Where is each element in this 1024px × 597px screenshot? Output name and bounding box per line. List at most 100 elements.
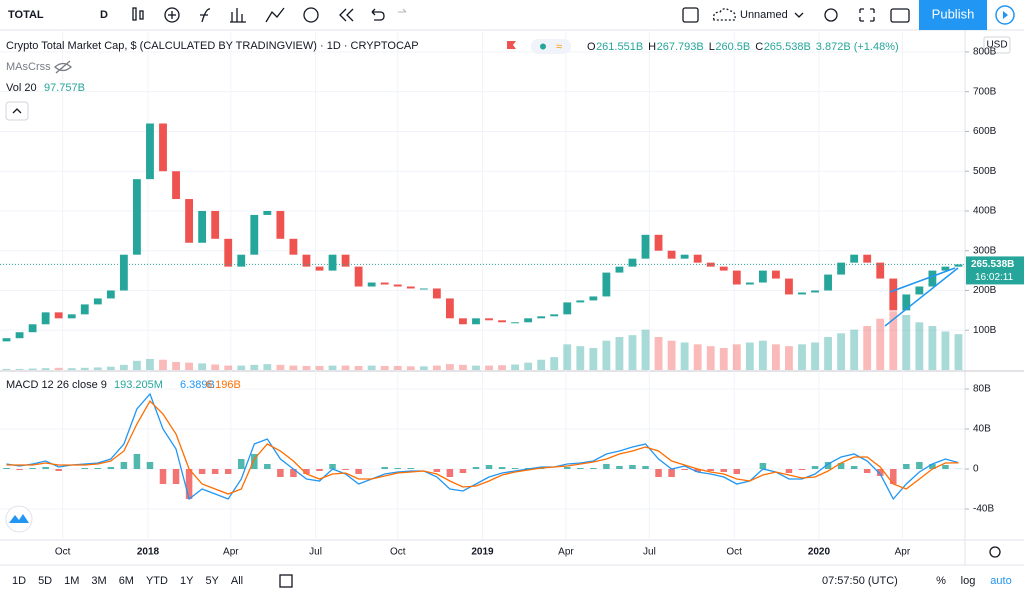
range-button[interactable]: All (231, 575, 243, 587)
snapshot-icon[interactable] (890, 8, 910, 23)
x-tick-label: 2018 (137, 547, 160, 558)
histogram-bar (42, 467, 49, 469)
histogram-bar (237, 459, 245, 469)
indicator-name[interactable]: MAsCrss (6, 61, 51, 73)
volume-bar (654, 337, 663, 370)
trend-line[interactable] (889, 267, 956, 293)
hidden-icon[interactable] (54, 60, 72, 74)
volume-bar (41, 368, 50, 370)
volume-bar (693, 344, 702, 370)
volume-bar (902, 315, 911, 370)
logo-button[interactable] (5, 505, 33, 533)
candle (367, 282, 376, 287)
volume-bar (54, 367, 63, 370)
volume-bar (732, 344, 741, 370)
candle (537, 316, 546, 319)
histogram-bar (394, 468, 401, 469)
currency-box[interactable] (983, 36, 1011, 54)
currency: USD (986, 40, 1007, 51)
volume-bar (276, 364, 285, 370)
range-selector: 1D 5D 1M 3M 6M YTD 1Y 5Y All (12, 575, 243, 587)
candle (106, 290, 115, 299)
candle (485, 318, 493, 321)
range-button[interactable]: 5D (38, 575, 52, 587)
y-tick-label: 80B (973, 384, 991, 395)
volume-bar (824, 337, 832, 370)
candle (758, 270, 767, 283)
candle (550, 314, 559, 317)
histogram-bar (342, 469, 349, 470)
histogram-bar (277, 469, 284, 477)
flag-icon[interactable] (507, 41, 516, 49)
candle (172, 171, 180, 200)
candle (54, 312, 63, 319)
publish-label[interactable]: Publish (932, 6, 975, 21)
range-button[interactable]: YTD (146, 575, 168, 587)
play-button[interactable] (995, 5, 1015, 25)
range-button[interactable]: 1Y (180, 575, 194, 587)
histogram-bar (733, 469, 741, 474)
histogram-bar (159, 469, 167, 484)
toolbar (0, 0, 1024, 30)
collapse-button[interactable] (5, 101, 29, 121)
volume-bar (837, 333, 846, 370)
candle (459, 318, 467, 325)
symbol[interactable]: TOTAL (8, 9, 44, 21)
candle (563, 302, 572, 315)
volume-bar (67, 368, 76, 370)
clock: 07:57:50 (UTC) (822, 575, 898, 587)
dropdown[interactable] (794, 12, 804, 18)
volume-bar (537, 359, 546, 370)
auto-toggle[interactable]: auto (990, 575, 1011, 587)
candle (837, 262, 846, 275)
x-tick-label: Apr (223, 547, 239, 558)
log-toggle[interactable]: log (961, 575, 976, 587)
toolbar-icons[interactable] (132, 7, 385, 23)
range-button[interactable]: 3M (91, 575, 106, 587)
macd-signal-value: 6.196B (206, 379, 241, 391)
play-icon (1003, 11, 1008, 19)
macd-histogram-value: 193.205M (114, 379, 163, 391)
volume-bar (798, 344, 806, 370)
candle (15, 332, 24, 339)
histogram-bar (798, 469, 806, 470)
ohlc-value: 265.538B (764, 41, 811, 53)
histogram-bar (81, 468, 89, 469)
histogram-bar (120, 462, 128, 469)
publish-button[interactable] (919, 0, 987, 30)
axis-settings[interactable] (989, 546, 1001, 558)
volume-bar (185, 362, 193, 370)
range-button[interactable]: 6M (119, 575, 134, 587)
volume-bar (928, 326, 937, 370)
volume-bar (667, 340, 676, 370)
volume-bar (328, 365, 337, 370)
ohlc-key: O (587, 41, 596, 53)
redo-icon[interactable] (398, 8, 407, 13)
candle (667, 250, 676, 259)
candle (237, 254, 246, 267)
candle (811, 290, 819, 293)
last-price-label: 265.538B (971, 259, 1014, 270)
range-button[interactable]: 1M (64, 575, 79, 587)
volume-bar (589, 348, 598, 370)
layout-icon[interactable] (682, 7, 699, 23)
histogram-bar (785, 469, 793, 473)
trend-line[interactable] (884, 267, 959, 327)
histogram-bar (407, 468, 415, 469)
date-range-icon[interactable] (279, 574, 293, 588)
percent-toggle[interactable]: % (936, 575, 946, 587)
volume-bar (915, 322, 924, 370)
fullscreen-icon[interactable] (859, 8, 875, 22)
histogram-bar (107, 467, 115, 469)
histogram-bar (29, 468, 36, 469)
range-button[interactable]: 5Y (205, 575, 219, 587)
interval[interactable]: D (100, 9, 108, 21)
volume-bar (80, 367, 89, 370)
volume-bar (263, 364, 272, 370)
histogram-bar (694, 469, 701, 472)
settings-icon[interactable] (824, 8, 838, 22)
range-button[interactable]: 1D (12, 575, 26, 587)
histogram-bar (720, 469, 728, 472)
candle (406, 286, 415, 289)
layout-name[interactable]: Unnamed (740, 9, 788, 21)
